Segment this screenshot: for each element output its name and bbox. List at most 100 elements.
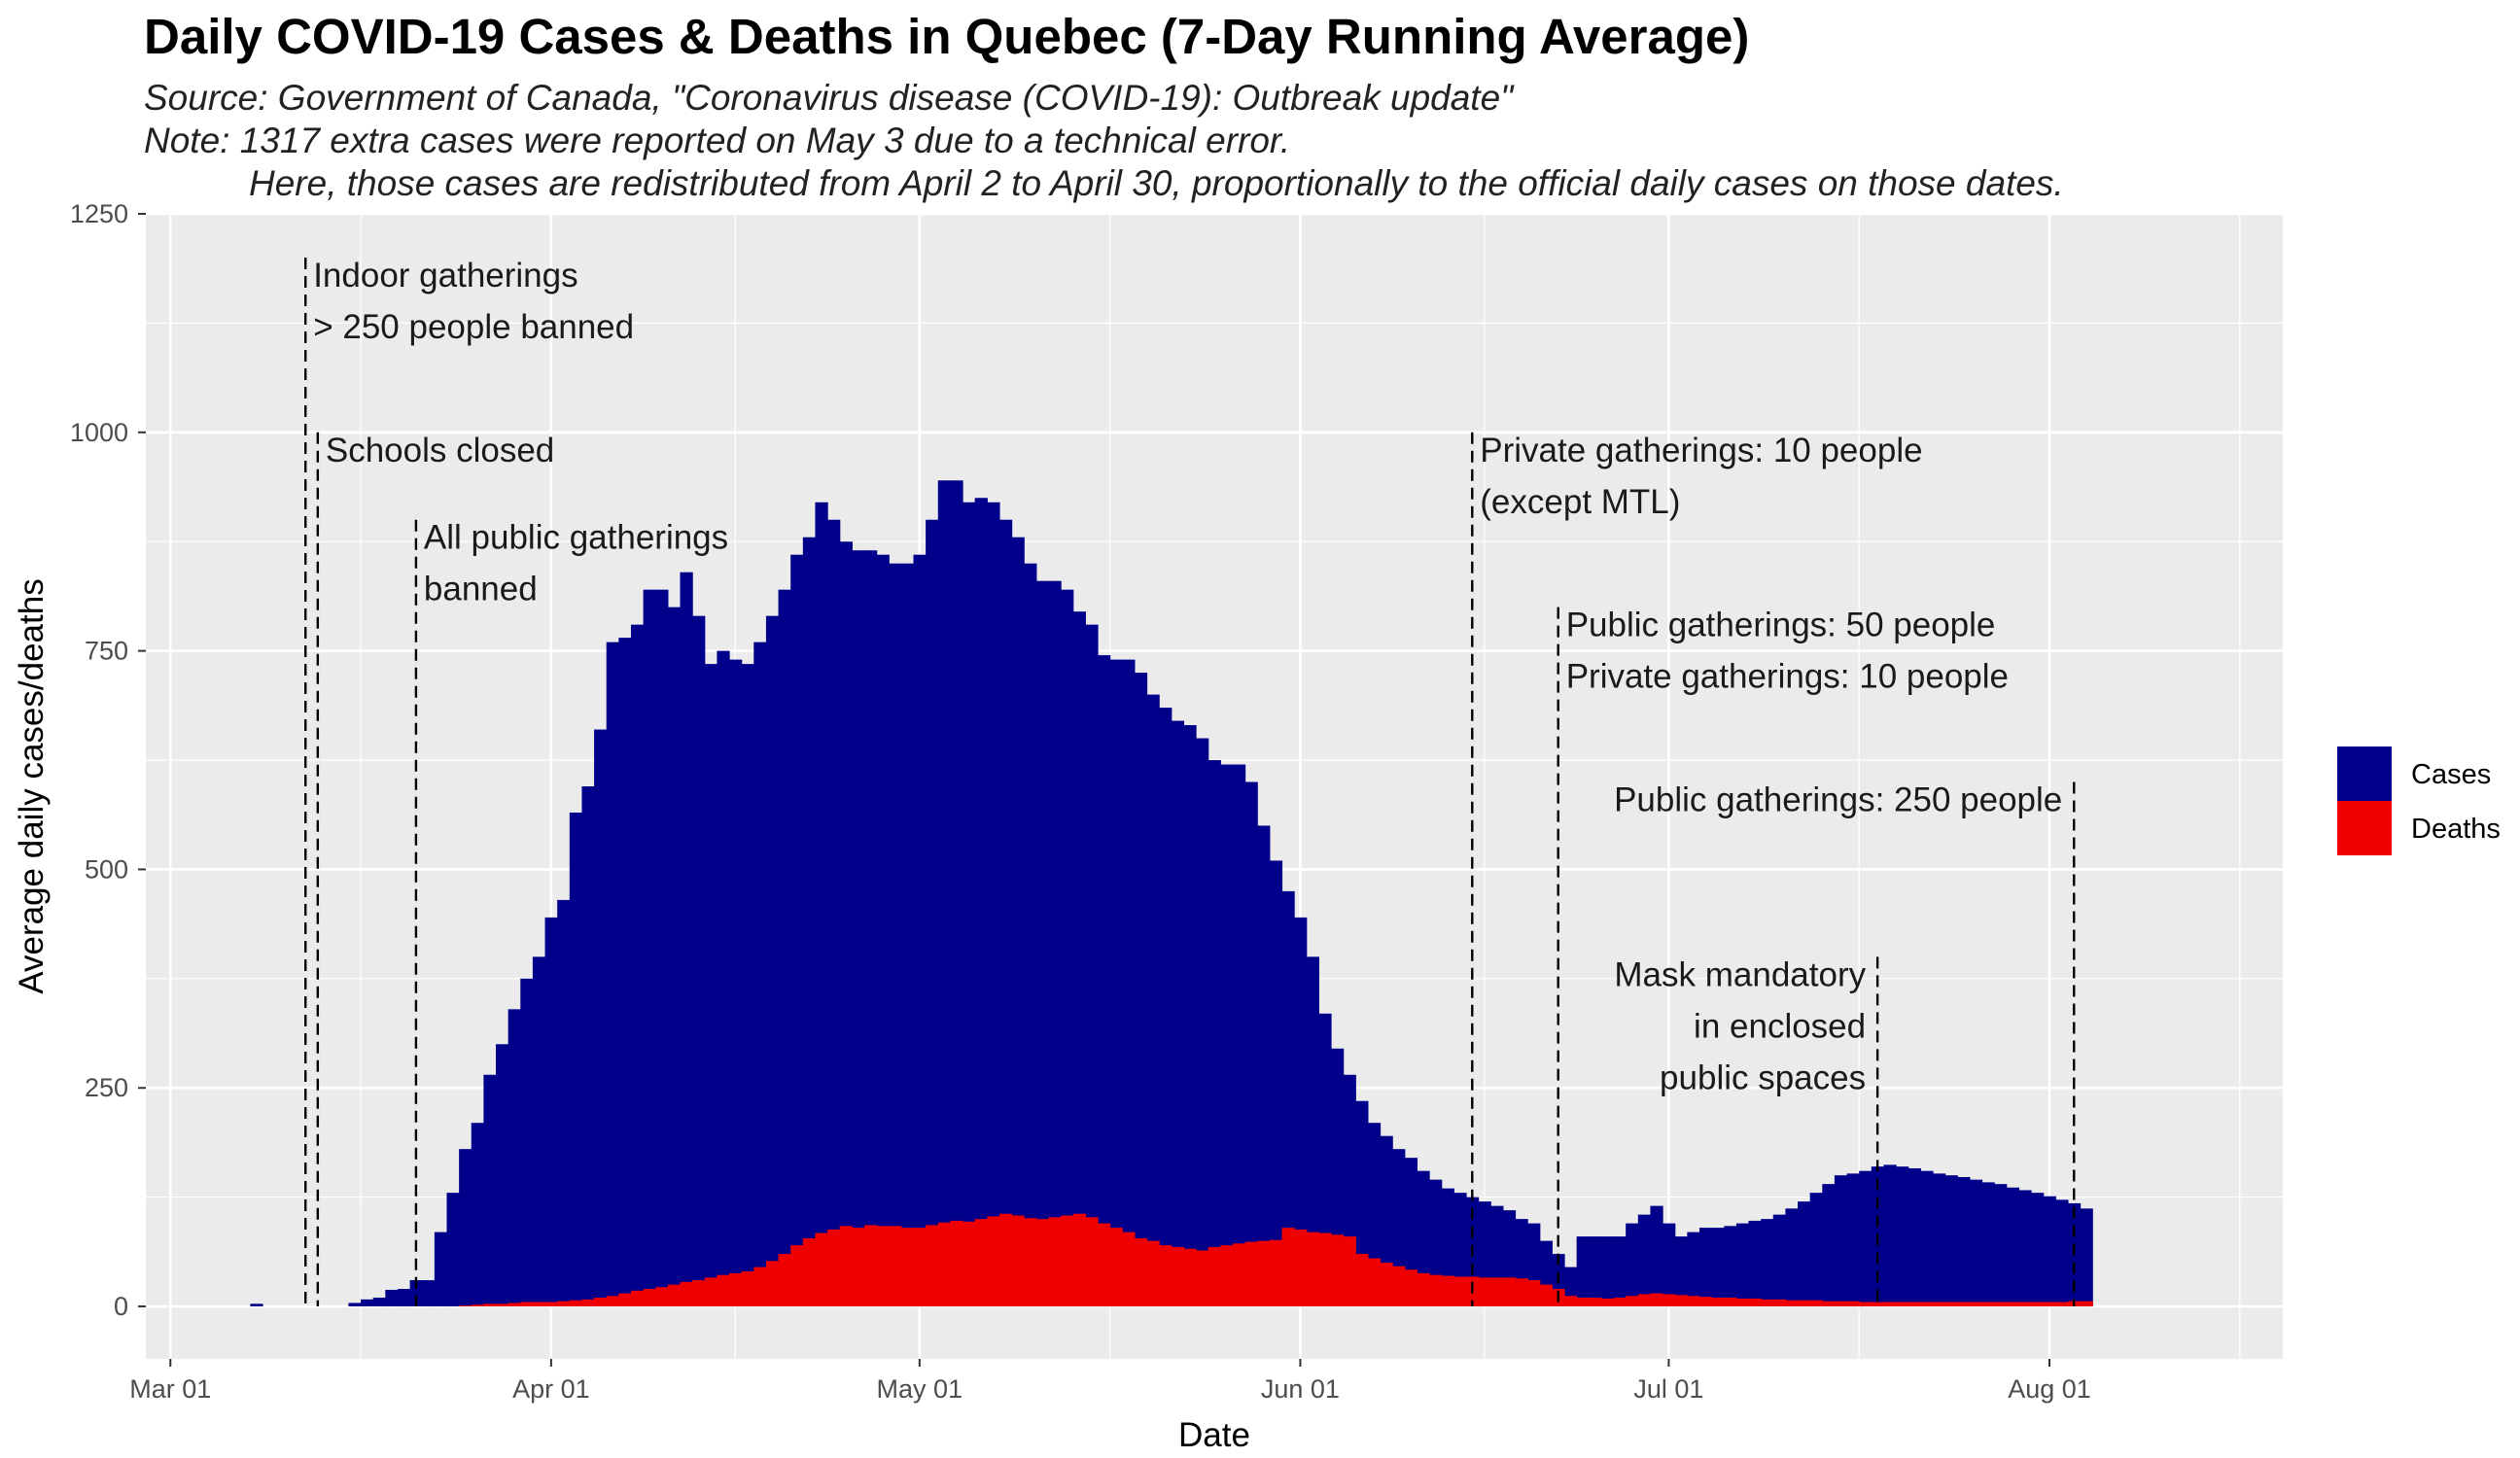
deaths-bar <box>508 1302 521 1307</box>
cases-bar <box>581 786 595 1307</box>
cases-bar <box>1085 624 1099 1307</box>
cases-bar <box>1932 1173 1946 1307</box>
deaths-bar <box>581 1299 595 1307</box>
cases-bar <box>1896 1166 1909 1307</box>
cases-bar <box>717 650 730 1307</box>
axes: 0 250 500 750 1000 1250 Mar 01 Apr 01 May 01 Jun … <box>70 199 2091 1404</box>
deaths-bar <box>753 1267 767 1307</box>
annotation-text: Public gatherings: 50 people <box>1566 607 1996 644</box>
deaths-bar <box>594 1298 608 1307</box>
deaths-bar <box>1871 1302 1885 1307</box>
deaths-bar <box>1035 1219 1050 1307</box>
deaths-bar <box>876 1226 890 1307</box>
deaths-bar <box>1024 1218 1037 1307</box>
deaths-bar <box>459 1305 472 1307</box>
deaths-bar <box>1859 1302 1872 1307</box>
cases-bar <box>704 664 718 1307</box>
cases-bar <box>1576 1236 1590 1307</box>
x-tick-label: Aug 01 <box>2008 1374 2091 1404</box>
annotation-text: public spaces <box>1660 1059 1866 1096</box>
cases-bar <box>409 1280 423 1307</box>
chart-subtitle-note: Note: 1317 extra cases were reported on … <box>144 121 1291 160</box>
deaths-bar <box>1711 1298 1725 1307</box>
deaths-bar <box>1798 1300 1811 1307</box>
deaths-bar <box>557 1301 571 1307</box>
cases-bar <box>753 642 767 1307</box>
cases-bar <box>2018 1190 2032 1307</box>
deaths-bar <box>1539 1284 1553 1307</box>
cases-bar <box>1957 1176 1971 1307</box>
cases-bar <box>1994 1184 2008 1307</box>
deaths-bar <box>717 1274 730 1307</box>
deaths-bar <box>630 1290 645 1307</box>
deaths-bar <box>839 1226 853 1307</box>
cases-bar <box>471 1123 484 1307</box>
deaths-bar <box>1478 1277 1491 1307</box>
cases-bar <box>937 480 952 1307</box>
cases-bar <box>2031 1193 2045 1307</box>
y-tick-label: 1000 <box>70 418 128 447</box>
cases-bar <box>974 498 988 1307</box>
cases-bar <box>1232 764 1246 1307</box>
deaths-bar <box>643 1289 656 1307</box>
deaths-bar <box>1785 1300 1799 1307</box>
cases-bar <box>863 550 878 1307</box>
y-tick-label: 750 <box>85 637 128 666</box>
cases-bar <box>496 1044 509 1307</box>
deaths-bar <box>950 1220 963 1307</box>
cases-bar <box>889 563 902 1307</box>
cases-bar <box>1859 1170 1872 1307</box>
cases-bar <box>372 1298 386 1307</box>
deaths-bar <box>1527 1280 1541 1307</box>
cases-bar <box>1417 1170 1430 1307</box>
cases-bar <box>1011 537 1025 1307</box>
cases-bar <box>765 615 780 1307</box>
deaths-bar <box>1846 1301 1860 1307</box>
cases-bar <box>876 554 890 1307</box>
deaths-bar <box>2031 1302 2045 1307</box>
cases-bar <box>1294 917 1308 1307</box>
cases-bar <box>1637 1214 1652 1307</box>
annotation-text: > 250 people banned <box>313 308 634 346</box>
cases-bar <box>1244 781 1258 1307</box>
deaths-bar <box>1809 1300 1823 1307</box>
deaths-bar <box>1196 1250 1209 1307</box>
deaths-bar <box>1453 1276 1467 1307</box>
cases-bar <box>1404 1158 1418 1307</box>
cases-bar <box>1711 1228 1725 1307</box>
deaths-bar <box>1600 1298 1615 1307</box>
cases-bar <box>606 642 619 1307</box>
annotation-text: Public gatherings: 250 people <box>1614 781 2062 819</box>
deaths-bar <box>1957 1302 1971 1307</box>
cases-bar <box>643 589 656 1307</box>
deaths-bar <box>1232 1243 1246 1307</box>
deaths-bar <box>520 1302 534 1307</box>
bars <box>250 480 2093 1307</box>
deaths-bar <box>1994 1302 2008 1307</box>
cases-bar <box>741 664 754 1307</box>
cases-bar <box>790 554 804 1307</box>
y-tick-label: 0 <box>114 1292 128 1321</box>
cases-bar <box>1146 694 1160 1307</box>
deaths-bar <box>1441 1275 1454 1307</box>
deaths-bar <box>544 1302 558 1307</box>
annotation-text: (except MTL) <box>1480 483 1680 521</box>
cases-bar <box>1809 1193 1823 1307</box>
deaths-bar <box>1097 1223 1111 1307</box>
deaths-bar <box>1674 1295 1688 1307</box>
cases-bar <box>667 607 682 1307</box>
deaths-bar <box>1662 1294 1676 1307</box>
cases-bar <box>569 812 583 1307</box>
deaths-bar <box>1404 1269 1418 1307</box>
deaths-bar <box>1294 1229 1308 1307</box>
cases-bar <box>1134 673 1148 1307</box>
cases-bar <box>1920 1170 1934 1307</box>
cases-bar <box>1220 764 1234 1307</box>
deaths-bar <box>815 1232 828 1307</box>
cases-bar <box>729 659 743 1307</box>
deaths-bar <box>889 1226 902 1307</box>
x-axis-label: Date <box>1178 1416 1250 1454</box>
deaths-bar <box>680 1281 693 1307</box>
cases-bar <box>1674 1236 1688 1307</box>
cases-bar <box>1035 580 1050 1307</box>
